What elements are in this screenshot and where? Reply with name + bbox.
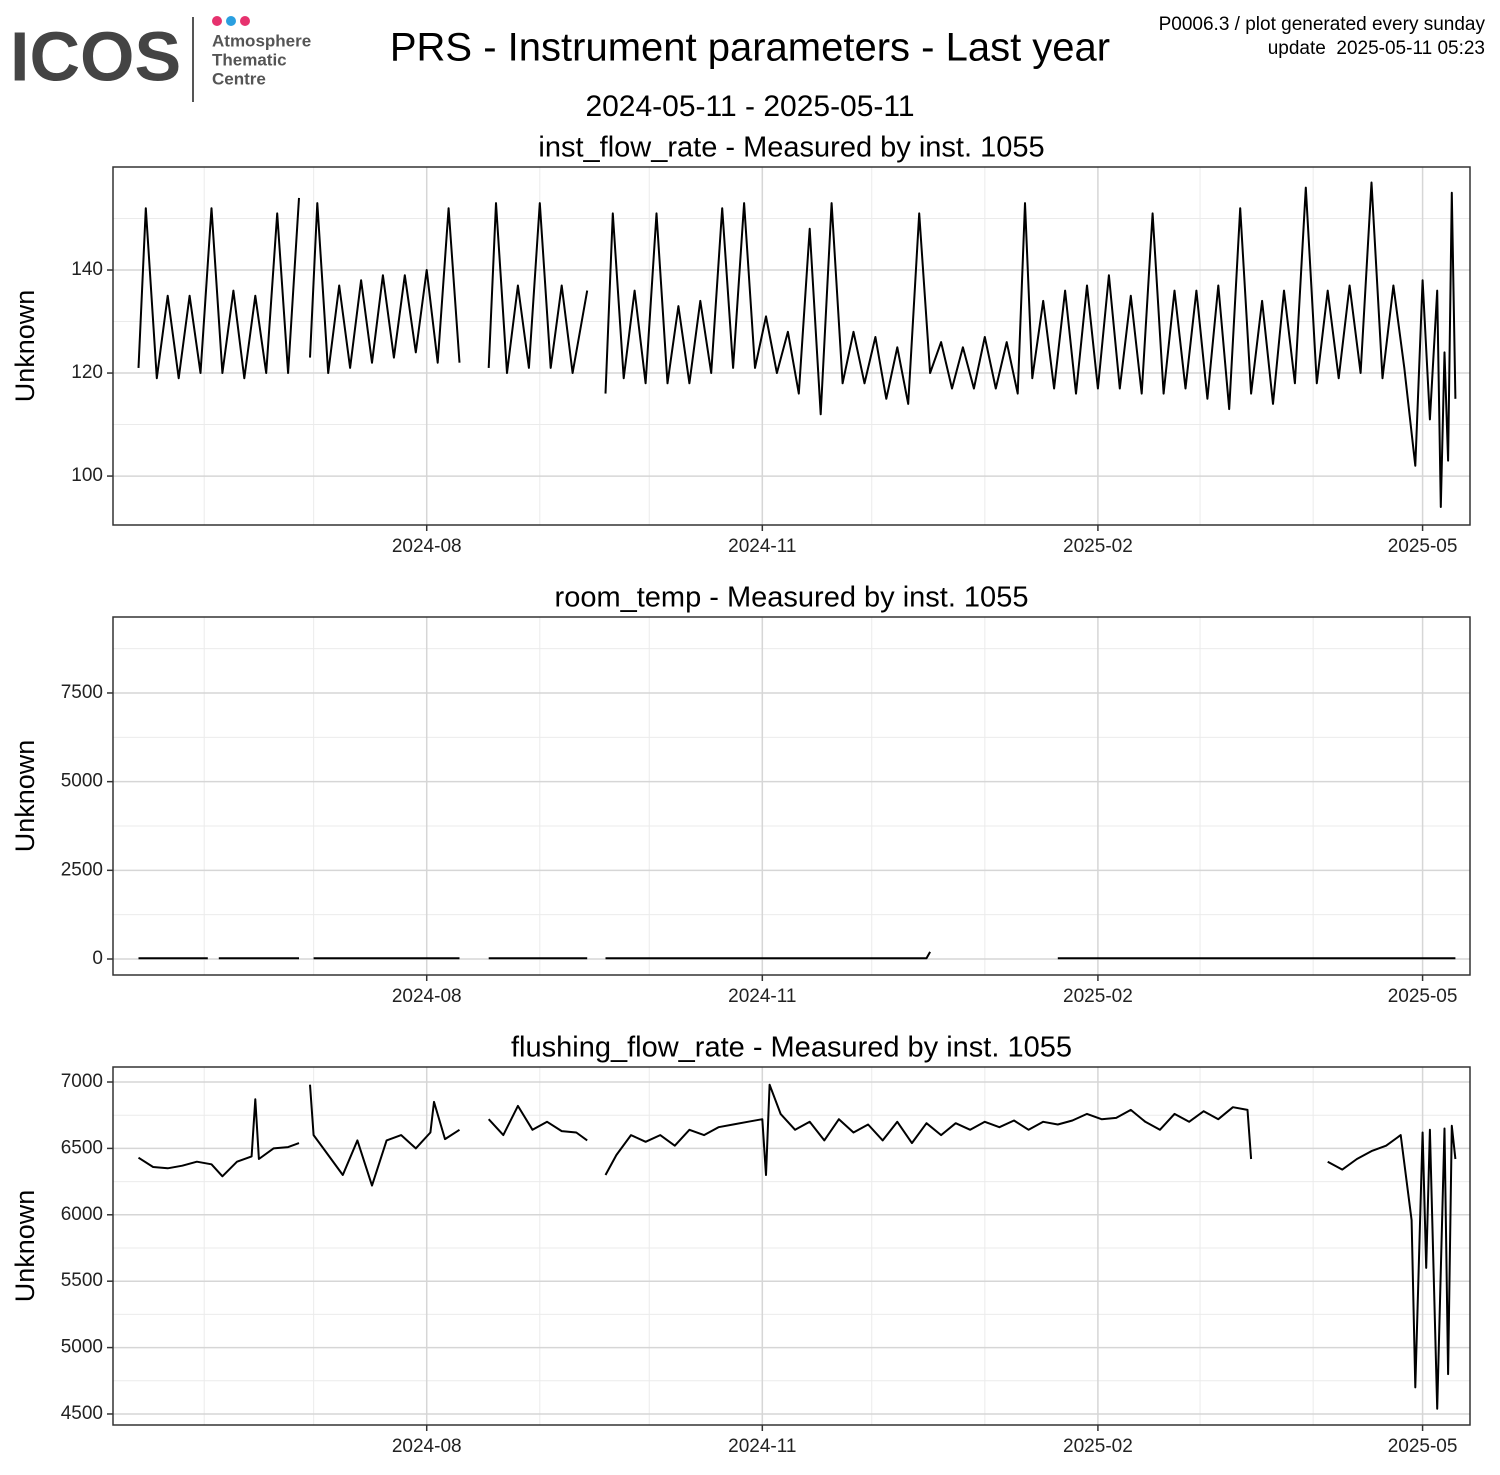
logo-dot bbox=[226, 16, 236, 26]
y-axis-title: Unknown bbox=[10, 290, 40, 403]
data-line bbox=[137, 1083, 1457, 1410]
x-tick-label: 2024-08 bbox=[392, 536, 462, 557]
y-tick-label: 120 bbox=[71, 362, 103, 383]
page-title: PRS - Instrument parameters - Last year bbox=[390, 26, 1110, 70]
y-tick-label: 140 bbox=[71, 259, 103, 280]
x-tick-label: 2025-05 bbox=[1388, 536, 1458, 557]
y-tick-label: 7500 bbox=[61, 682, 103, 703]
logo-dot bbox=[240, 16, 250, 26]
y-tick-label: 6000 bbox=[61, 1204, 103, 1225]
y-tick-label: 4500 bbox=[61, 1403, 103, 1424]
logo-dot bbox=[212, 16, 222, 26]
x-tick-label: 2025-02 bbox=[1063, 986, 1133, 1007]
x-tick-label: 2025-02 bbox=[1063, 1436, 1133, 1457]
y-tick-label: 5500 bbox=[61, 1270, 103, 1291]
x-tick-label: 2024-11 bbox=[728, 1436, 796, 1457]
x-tick-label: 2024-08 bbox=[392, 986, 462, 1007]
y-axis-title: Unknown bbox=[10, 740, 40, 853]
y-tick-label: 5000 bbox=[61, 771, 103, 792]
panel-border bbox=[112, 166, 1471, 526]
panel-title: flushing_flow_rate - Measured by inst. 1… bbox=[511, 1032, 1072, 1064]
panel-background bbox=[113, 167, 1470, 525]
data-line bbox=[137, 181, 1457, 508]
x-tick-label: 2025-02 bbox=[1063, 536, 1133, 557]
y-tick-label: 2500 bbox=[61, 859, 103, 880]
panel-border bbox=[112, 616, 1471, 976]
panel-background bbox=[113, 617, 1470, 975]
x-tick-label: 2024-11 bbox=[728, 536, 796, 557]
logo-line: Centre bbox=[212, 69, 266, 88]
y-tick-label: 0 bbox=[92, 948, 103, 969]
panel-background bbox=[113, 1067, 1470, 1425]
y-axis-title: Unknown bbox=[10, 1190, 40, 1303]
logo-line: Thematic bbox=[212, 50, 287, 69]
logo-line: Atmosphere bbox=[212, 31, 311, 50]
data-line bbox=[138, 951, 1456, 960]
logo-text: ICOS bbox=[10, 17, 181, 95]
x-tick-label: 2025-05 bbox=[1388, 1436, 1458, 1457]
x-tick-label: 2024-11 bbox=[728, 986, 796, 1007]
y-tick-label: 7000 bbox=[61, 1071, 103, 1092]
x-tick-label: 2024-08 bbox=[392, 1436, 462, 1457]
x-tick-label: 2025-05 bbox=[1388, 986, 1458, 1007]
y-tick-label: 100 bbox=[71, 465, 103, 486]
y-tick-label: 5000 bbox=[61, 1337, 103, 1358]
page-subtitle: 2024-05-11 - 2025-05-11 bbox=[585, 90, 914, 123]
panel-border bbox=[112, 1066, 1471, 1426]
update-note: update 2025-05-11 05:23 bbox=[1268, 38, 1485, 59]
note: P0006.3 / plot generated every sunday bbox=[1159, 14, 1486, 35]
panel-title: inst_flow_rate - Measured by inst. 1055 bbox=[538, 132, 1044, 164]
panel-title: room_temp - Measured by inst. 1055 bbox=[555, 582, 1029, 614]
y-tick-label: 6500 bbox=[61, 1137, 103, 1158]
